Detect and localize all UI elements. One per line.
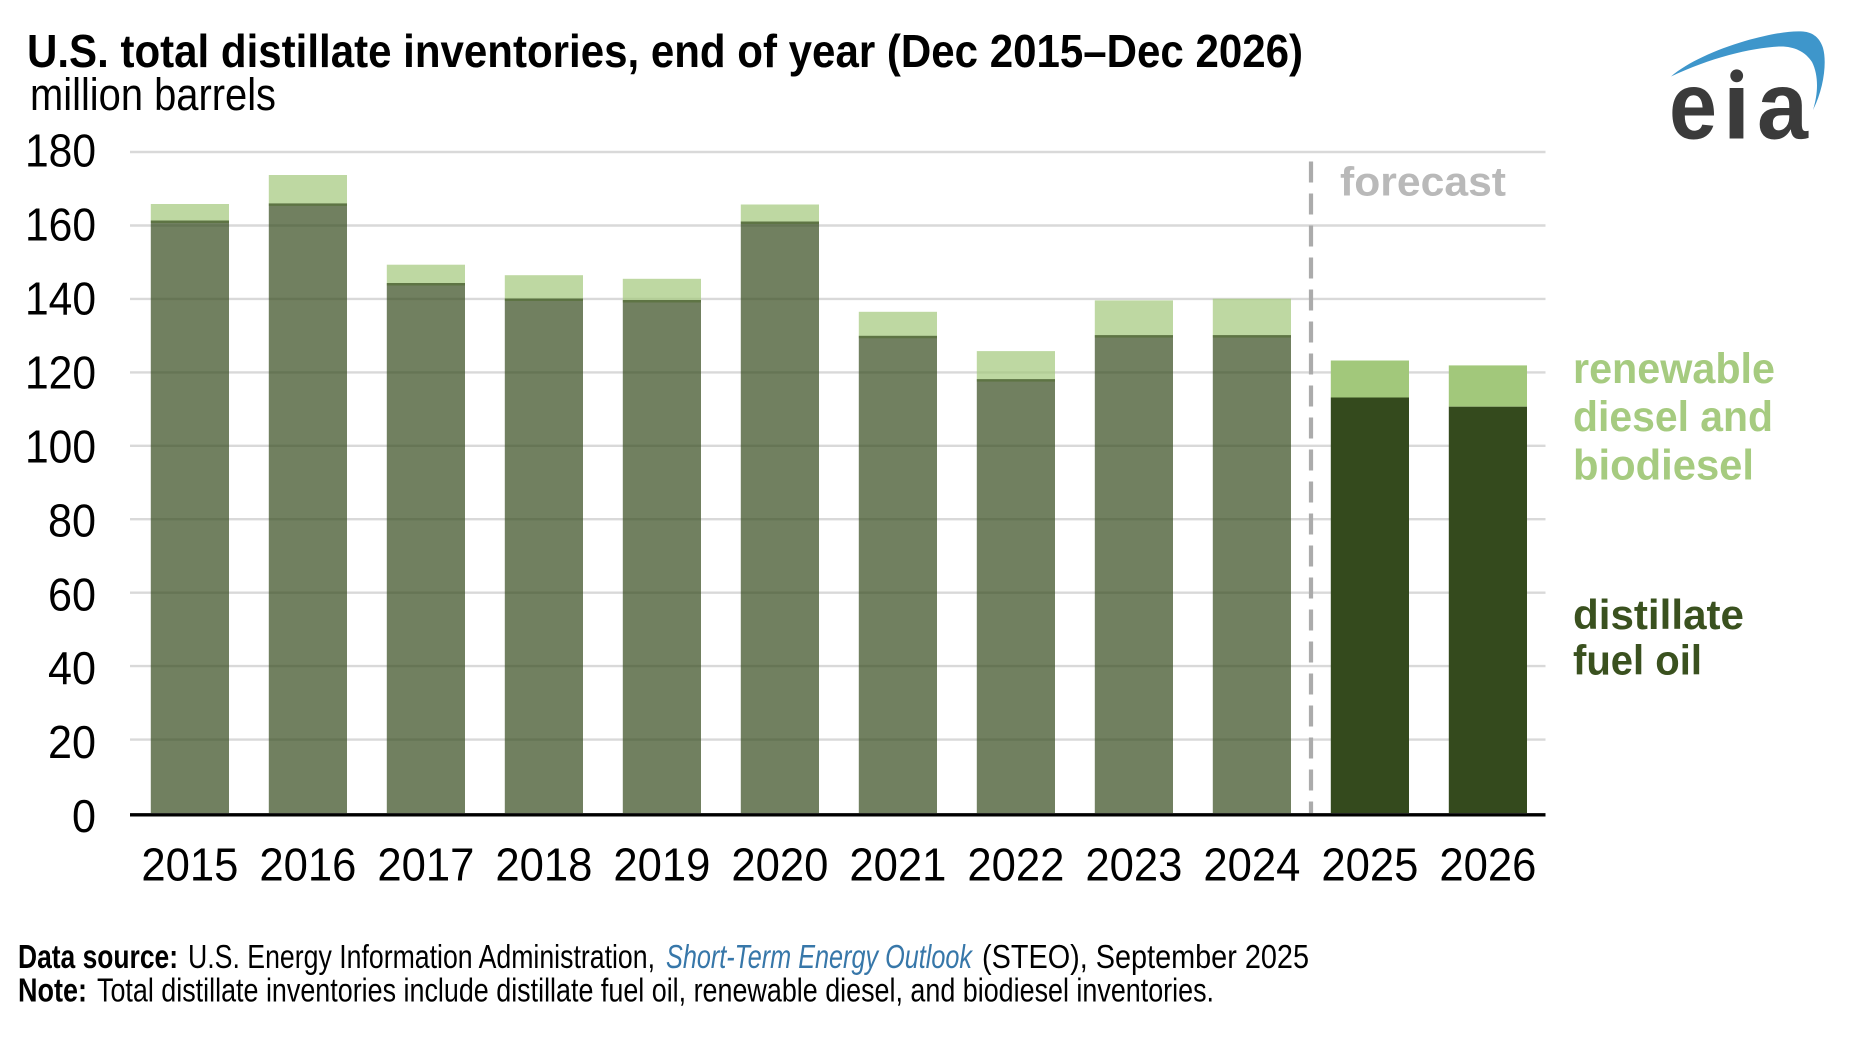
svg-text:renewable: renewable: [1573, 345, 1775, 393]
svg-text:2015: 2015: [141, 839, 238, 891]
svg-text:2025: 2025: [1321, 839, 1418, 891]
svg-text:80: 80: [48, 494, 96, 546]
svg-text:2016: 2016: [259, 839, 356, 891]
svg-text:fuel oil: fuel oil: [1573, 637, 1702, 684]
svg-text:diesel and: diesel and: [1573, 393, 1773, 441]
svg-text:Note:: Note:: [18, 972, 87, 1009]
svg-text:2022: 2022: [967, 839, 1064, 891]
svg-text:(STEO), September 2025: (STEO), September 2025: [982, 938, 1309, 975]
svg-text:2024: 2024: [1203, 839, 1300, 891]
svg-text:Total distillate inventories i: Total distillate inventories include dis…: [97, 972, 1214, 1009]
svg-text:Data source:: Data source:: [18, 938, 178, 975]
svg-text:million barrels: million barrels: [30, 69, 276, 120]
svg-text:2018: 2018: [495, 839, 592, 891]
svg-text:2019: 2019: [613, 839, 710, 891]
svg-text:2023: 2023: [1085, 839, 1182, 891]
svg-text:180: 180: [25, 125, 96, 177]
svg-text:160: 160: [25, 199, 96, 251]
svg-text:e: e: [1669, 53, 1717, 160]
svg-text:40: 40: [48, 642, 96, 694]
svg-text:U.S. total distillate inventor: U.S. total distillate inventories, end o…: [27, 25, 1303, 77]
svg-text:U.S. Energy Information Admini: U.S. Energy Information Administration,: [188, 938, 655, 975]
svg-text:2021: 2021: [849, 839, 946, 891]
svg-text:2020: 2020: [731, 839, 828, 891]
svg-text:60: 60: [48, 568, 96, 620]
svg-text:0: 0: [72, 790, 96, 842]
svg-text:140: 140: [25, 273, 96, 325]
svg-text:Short-Term Energy Outlook: Short-Term Energy Outlook: [666, 938, 973, 975]
svg-text:biodiesel: biodiesel: [1573, 441, 1754, 489]
svg-text:a: a: [1757, 53, 1809, 160]
svg-text:120: 120: [25, 347, 96, 399]
svg-text:2017: 2017: [377, 839, 474, 891]
svg-text:distillate: distillate: [1573, 591, 1744, 638]
svg-text:2026: 2026: [1439, 839, 1536, 891]
svg-text:20: 20: [48, 716, 96, 768]
svg-text:forecast: forecast: [1340, 159, 1506, 205]
svg-text:100: 100: [25, 420, 96, 472]
